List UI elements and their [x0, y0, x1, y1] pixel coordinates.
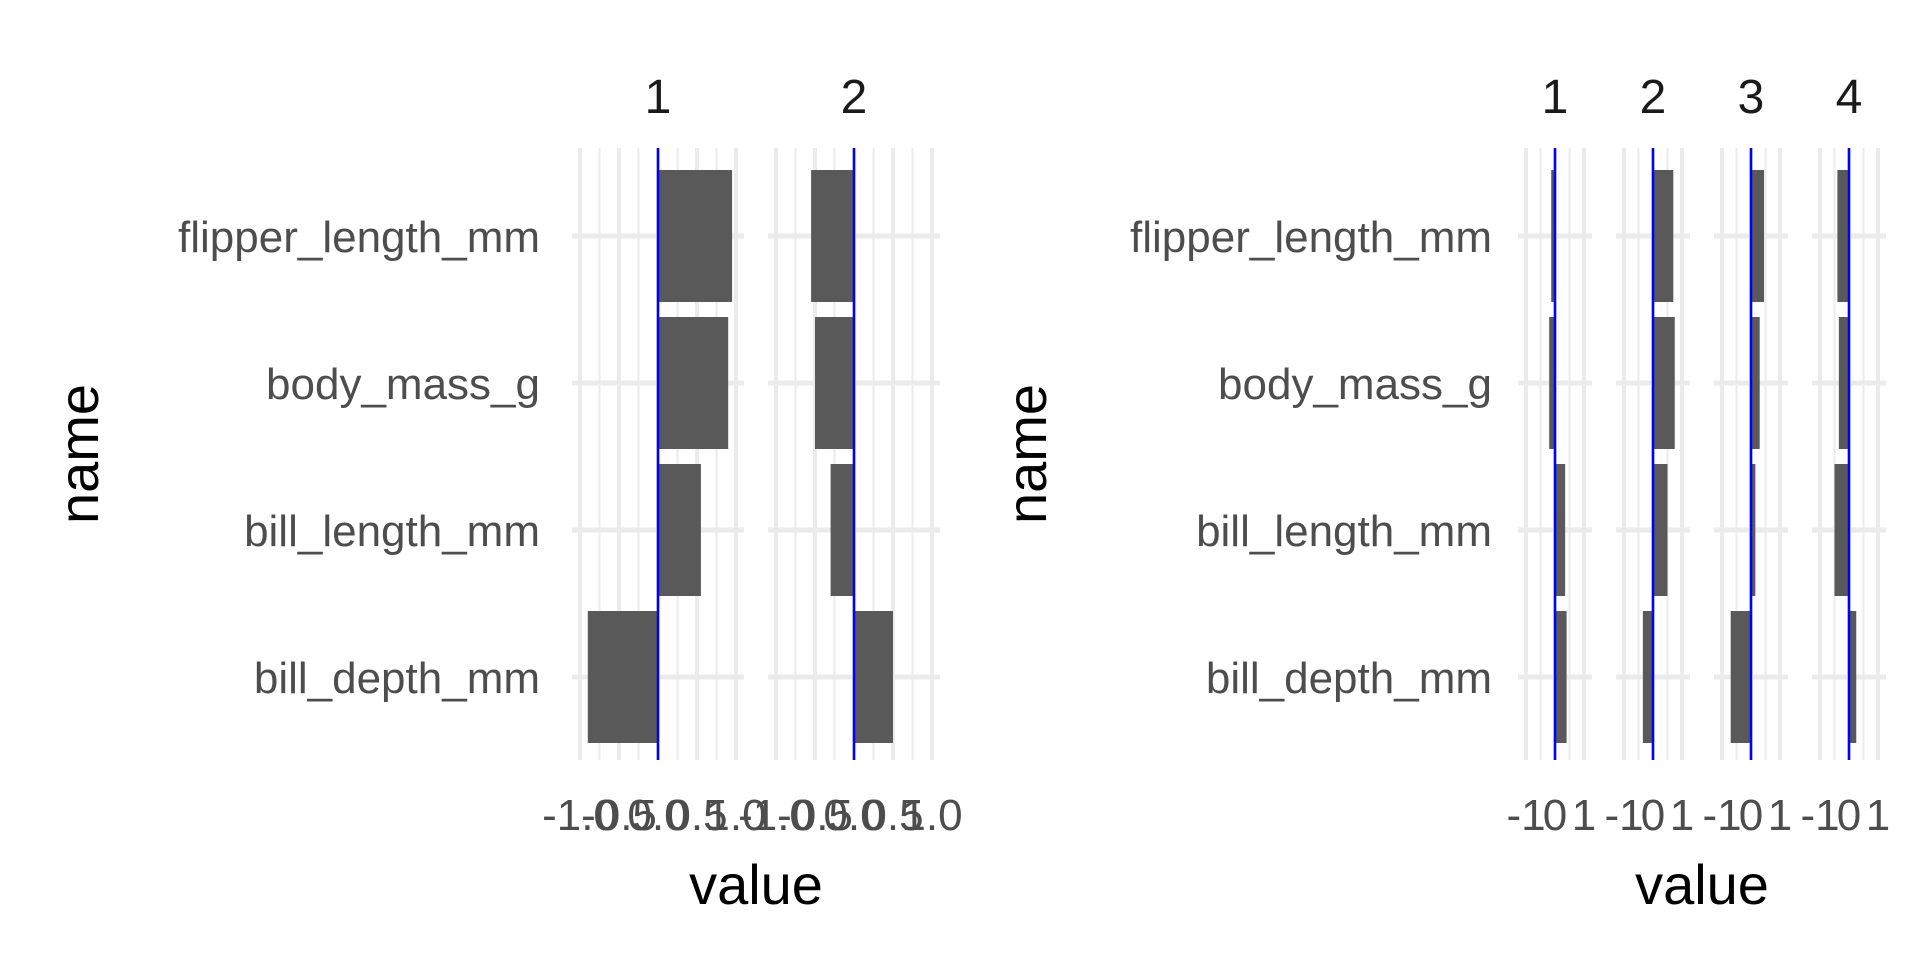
bar-body_mass_g-panel-1 — [1549, 317, 1555, 449]
bar-bill_length_mm-panel-1 — [658, 464, 701, 596]
x-tick-label: 0.5 — [666, 791, 727, 840]
bar-bill_length_mm-panel-3 — [1751, 464, 1756, 596]
facet-strip-label: 4 — [1836, 71, 1863, 124]
facet-strip-label: 1 — [1542, 71, 1569, 124]
bar-bill_depth_mm-panel-3 — [1730, 611, 1751, 743]
bar-bill_depth_mm-panel-2 — [1642, 611, 1653, 743]
x-tick-label: 1 — [1572, 791, 1596, 840]
bar-body_mass_g-panel-3 — [1751, 317, 1760, 449]
x-tick-label: -1 — [1800, 791, 1839, 840]
bar-flipper_length_mm-panel-3 — [1751, 170, 1765, 302]
x-tick-label: 1 — [1866, 791, 1890, 840]
facet-strip-label: 2 — [841, 71, 868, 124]
bar-flipper_length_mm-panel-2 — [1653, 170, 1674, 302]
x-tick-label: -0.5 — [777, 791, 853, 840]
bar-flipper_length_mm-panel-2 — [811, 170, 854, 302]
x-tick-label: 0.5 — [862, 791, 923, 840]
y-tick-label: flipper_length_mm — [178, 213, 540, 262]
x-tick-label: 1.0 — [705, 791, 766, 840]
bar-bill_depth_mm-panel-1 — [1555, 611, 1567, 743]
bar-bill_depth_mm-panel-2 — [854, 611, 893, 743]
chart-1: flipper_length_mm body_mass_g bill_length_… — [47, 71, 963, 916]
y-tick-label: body_mass_g — [1218, 360, 1492, 409]
bar-bill_depth_mm-panel-4 — [1849, 611, 1857, 743]
facet-strip-label: 1 — [645, 71, 672, 124]
x-axis-title: value — [689, 853, 823, 916]
x-tick-label: -1 — [1506, 791, 1545, 840]
panel-2: 2 -10 1 — [1604, 71, 1694, 840]
x-tick-label: 0 — [1837, 791, 1861, 840]
bar-body_mass_g-panel-2 — [1653, 317, 1675, 449]
bar-body_mass_g-panel-1 — [658, 317, 729, 449]
x-tick-label: -0.5 — [581, 791, 657, 840]
x-tick-label: 1 — [1670, 791, 1694, 840]
bar-flipper_length_mm-panel-4 — [1837, 170, 1849, 302]
y-tick-label: bill_length_mm — [1196, 507, 1492, 556]
bar-flipper_length_mm-panel-1 — [1551, 170, 1555, 302]
panel-1: 1 -1.0-0.50.00.51.0 — [542, 71, 767, 840]
x-tick-label: 1.0 — [901, 791, 962, 840]
facet-strip-label: 3 — [1738, 71, 1765, 124]
x-tick-label: -1.0 — [738, 791, 814, 840]
bar-bill_length_mm-panel-1 — [1555, 464, 1566, 596]
bar-body_mass_g-panel-2 — [815, 317, 854, 449]
x-tick-label: 0 — [1543, 791, 1567, 840]
y-tick-label: bill_depth_mm — [254, 654, 540, 703]
bar-bill_length_mm-panel-2 — [830, 464, 854, 596]
x-tick-label: -1 — [1702, 791, 1741, 840]
x-tick-label: 0.0 — [823, 791, 884, 840]
y-axis-title: name — [995, 384, 1058, 524]
bar-flipper_length_mm-panel-1 — [658, 170, 733, 302]
y-tick-label: bill_length_mm — [244, 507, 540, 556]
x-tick-label: 1 — [1768, 791, 1792, 840]
y-tick-label: body_mass_g — [266, 360, 540, 409]
panel-2: 2 -1.0-0.50.00.51.0 — [738, 71, 963, 840]
bar-bill_length_mm-panel-2 — [1653, 464, 1668, 596]
x-tick-label: 0 — [1739, 791, 1763, 840]
bar-body_mass_g-panel-4 — [1838, 317, 1849, 449]
panel-4: 4 -10 1 — [1800, 71, 1890, 840]
panel-3: 3 -10 1 — [1702, 71, 1792, 840]
y-tick-label: bill_depth_mm — [1206, 654, 1492, 703]
bar-bill_depth_mm-panel-1 — [587, 611, 658, 743]
x-axis-title: value — [1635, 853, 1769, 916]
x-tick-label: -1.0 — [542, 791, 618, 840]
facet-strip-label: 2 — [1640, 71, 1667, 124]
bar-bill_length_mm-panel-4 — [1834, 464, 1849, 596]
y-axis-title: name — [47, 384, 110, 524]
x-tick-label: -1 — [1604, 791, 1643, 840]
chart-2: flipper_length_mm body_mass_g bill_length_… — [995, 71, 1890, 916]
panel-1: 1-10 1 — [1506, 71, 1596, 840]
x-tick-label: 0.0 — [627, 791, 688, 840]
y-tick-label: flipper_length_mm — [1130, 213, 1492, 262]
x-tick-label: 0 — [1641, 791, 1665, 840]
